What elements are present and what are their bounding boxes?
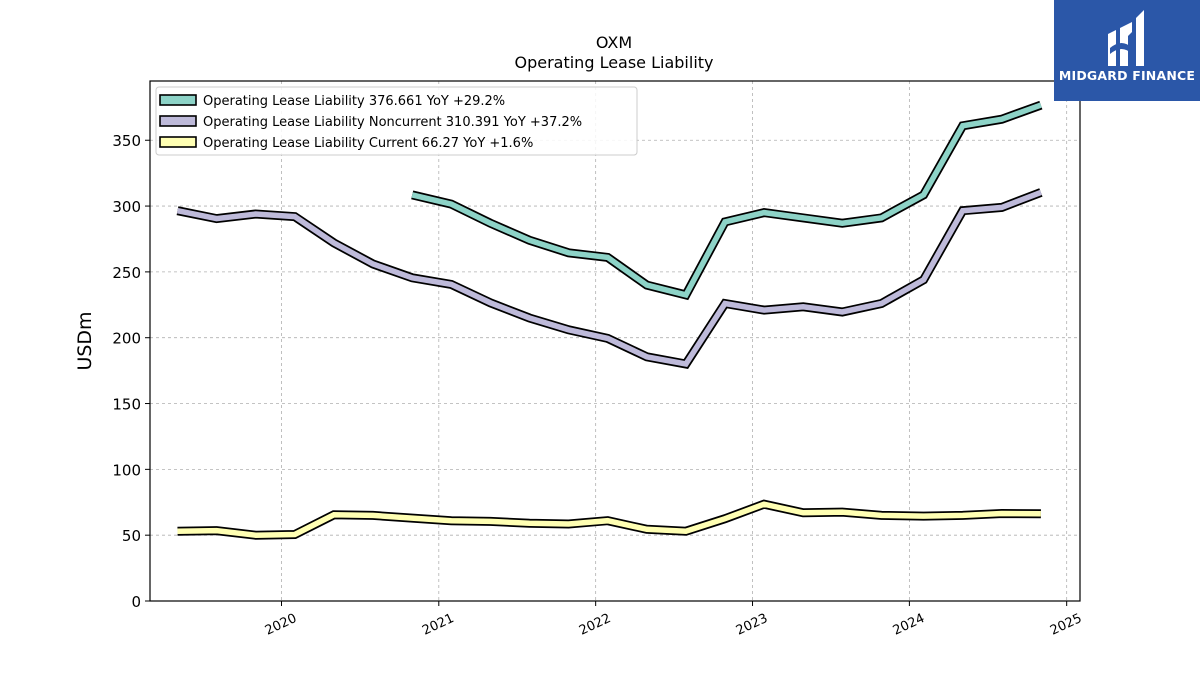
x-tick-label: 2020 bbox=[263, 611, 299, 639]
legend-label-0: Operating Lease Liability 376.661 YoY +2… bbox=[203, 94, 505, 109]
y-tick-label: 100 bbox=[112, 461, 141, 479]
x-tick-label: 2023 bbox=[734, 611, 770, 639]
legend-box bbox=[155, 86, 638, 156]
x-tick-label: 2021 bbox=[420, 611, 456, 639]
y-tick-label: 0 bbox=[131, 593, 141, 611]
y-tick-label: 250 bbox=[112, 264, 141, 282]
series-line-1 bbox=[176, 189, 1042, 368]
y-tick-label: 300 bbox=[112, 198, 141, 216]
y-tick-label: 150 bbox=[112, 396, 141, 414]
legend-swatch-2 bbox=[159, 136, 197, 148]
series-line-0 bbox=[411, 102, 1042, 299]
series-layer bbox=[176, 100, 1043, 540]
series-line-2 bbox=[177, 501, 1041, 538]
brand-name: MIDGARD FINANCE bbox=[1058, 68, 1196, 83]
plot-frame bbox=[149, 80, 1081, 602]
x-tick-label: 2024 bbox=[891, 611, 927, 639]
legend-label-1: Operating Lease Liability Noncurrent 310… bbox=[203, 115, 582, 130]
y-tick-label: 50 bbox=[122, 527, 141, 545]
legend-label-2: Operating Lease Liability Current 66.27 … bbox=[203, 136, 533, 151]
legend: Operating Lease Liability 376.661 YoY +2… bbox=[155, 86, 638, 156]
x-axis: 2020 2021 2022 2023 2024 2025 bbox=[263, 601, 1084, 639]
y-tick-label: 350 bbox=[112, 132, 141, 150]
legend-swatch-0 bbox=[159, 94, 197, 106]
y-tick-label: 200 bbox=[112, 330, 141, 348]
y-axis-label: USDm bbox=[74, 311, 96, 370]
chart-title: OXM bbox=[596, 33, 632, 52]
x-tick-label: 2022 bbox=[577, 611, 613, 639]
legend-swatch-1 bbox=[159, 115, 197, 127]
midgard-logo-icon bbox=[1108, 10, 1144, 66]
y-axis: 0 50 100 150 200 250 300 350 bbox=[112, 132, 150, 611]
chart-subtitle: Operating Lease Liability bbox=[514, 53, 713, 72]
x-tick-label: 2025 bbox=[1048, 611, 1084, 639]
brand-logo: MIDGARD FINANCE bbox=[1054, 0, 1200, 101]
